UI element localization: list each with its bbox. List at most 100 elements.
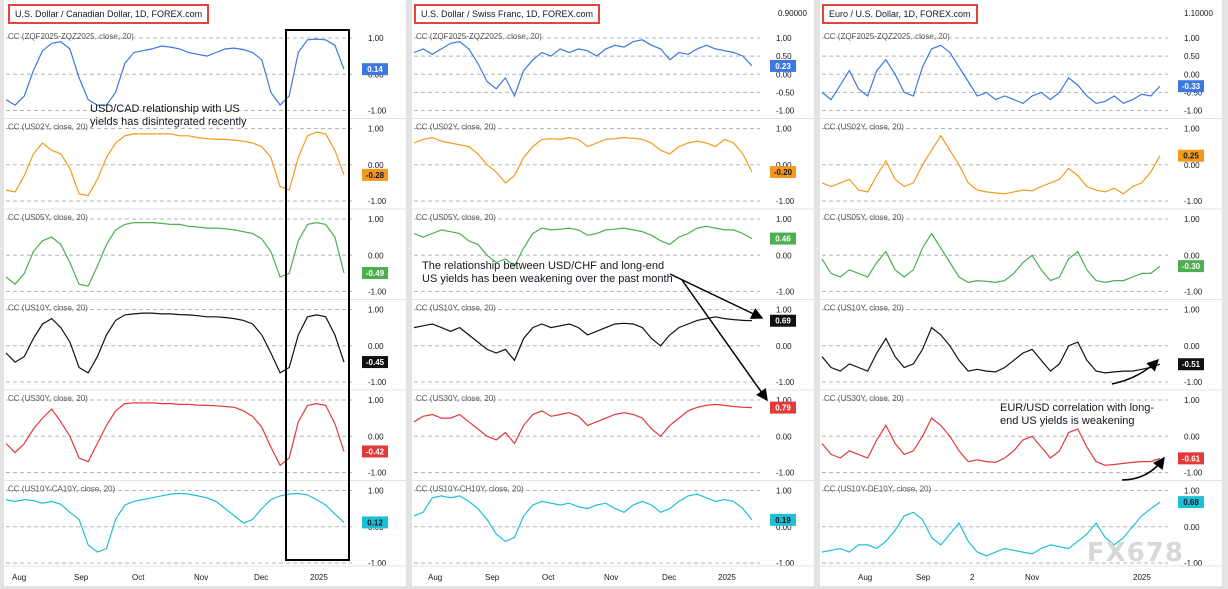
last-value-badge	[1178, 80, 1204, 93]
curved-arrow-us30y	[1121, 456, 1165, 481]
series-line	[821, 44, 1161, 104]
y-tick-label: 0.00	[776, 70, 792, 79]
y-tick-label: -1.00	[1184, 559, 1203, 568]
eurusd-annotation-line-2: end US yields is weakening	[1000, 415, 1135, 427]
y-tick-label: -1.00	[1184, 469, 1203, 478]
x-tick-label: Aug	[12, 573, 26, 582]
usdchf-top-price: 0.90000	[778, 9, 807, 18]
y-tick-label: 0.00	[1184, 251, 1200, 260]
series-line	[413, 136, 753, 184]
series-line	[821, 232, 1161, 284]
series-line	[821, 501, 1161, 557]
y-tick-label: 1.00	[368, 396, 384, 405]
last-value-label: -0.28	[366, 171, 385, 180]
eurusd-annotation-line-1: EUR/USD correlation with long-	[1000, 402, 1155, 414]
usdcad-annotation-line-1: USD/CAD relationship with US	[90, 103, 240, 115]
series-line	[5, 221, 345, 287]
y-tick-label: 0.00	[776, 432, 792, 441]
eurusd-subplot-0: 1.00 0.50 0.00 -0.50 -1.00 CC (ZQF2025-ZQZ202…	[821, 32, 1204, 116]
last-value-label: -0.33	[1182, 82, 1201, 91]
y-tick-label: -0.50	[776, 88, 795, 97]
last-value-label: -0.61	[1182, 454, 1201, 463]
usdchf-subplot-1: 1.00 0.00 -1.00 CC (US02Y, close, 20) -0.20	[412, 118, 814, 206]
y-tick-label: -1.00	[368, 378, 387, 387]
series-line	[5, 312, 345, 374]
last-value-badge	[362, 356, 388, 369]
y-tick-label: 0.00	[368, 432, 384, 441]
last-value-badge	[770, 166, 796, 178]
series-line	[821, 326, 1161, 374]
eurusd-subplot-3: 1.00 0.00 -1.00 CC (US10Y, close, 20) -0.51	[820, 299, 1222, 387]
eurusd-title[interactable]: Euro / U.S. Dollar, 1D, FOREX.com	[822, 4, 978, 24]
y-tick-label: -1.00	[368, 107, 387, 116]
y-tick-label: -1.00	[368, 469, 387, 478]
eurusd-subplot-2: 1.00 0.00 -1.00 CC (US05Y, close, 20) -0.30	[820, 208, 1222, 297]
indicator-name: CC (ZQF2025-ZQZ2025, close, 20)	[8, 32, 134, 41]
y-tick-label: -1.00	[1184, 378, 1203, 387]
usdcad-subplot-4: 1.00 0.00 -1.00 CC (US30Y, close, 20) -0.42	[4, 389, 406, 478]
last-value-label: 0.12	[367, 518, 383, 527]
last-value-label: 0.14	[367, 65, 383, 74]
y-tick-label: 1.00	[368, 34, 384, 43]
x-tick-label: Nov	[194, 573, 208, 582]
last-value-badge	[1178, 358, 1204, 371]
usdcad-subplot-2: 1.00 0.00 -1.00 CC (US05Y, close, 20) -0.49	[4, 208, 406, 297]
x-tick-label: Oct	[542, 573, 555, 582]
y-tick-label: 1.00	[776, 125, 792, 134]
indicator-name: CC (US10Y, close, 20)	[8, 304, 88, 313]
last-value-badge	[1178, 452, 1204, 465]
last-value-badge	[770, 232, 796, 245]
usdcad-chart: 1.00 0.00 -1.00 CC (ZQF2025-ZQZ2025, close,…	[4, 29, 406, 582]
last-value-label: 0.69	[775, 317, 791, 326]
curved-arrow-us10y	[1111, 358, 1160, 385]
last-value-label: -0.49	[366, 269, 385, 278]
last-value-label: 0.46	[775, 235, 791, 244]
x-tick-label: Sep	[74, 573, 89, 582]
x-tick-label: Dec	[254, 573, 268, 582]
y-tick-label: 0.00	[1184, 342, 1200, 351]
indicator-name: CC (US02Y, close, 20)	[8, 123, 88, 132]
last-value-label: 0.25	[1183, 152, 1199, 161]
y-tick-label: -1.00	[776, 559, 795, 568]
usdchf-title[interactable]: U.S. Dollar / Swiss Franc, 1D, FOREX.com	[414, 4, 601, 24]
usdchf-subplot-4: 1.00 0.00 -1.00 CC (US30Y, close, 20) 0.79	[412, 389, 814, 478]
usdcad-x-axis: Aug Sep Oct Nov Dec 2025	[4, 565, 406, 582]
y-tick-label: 1.00	[776, 306, 792, 315]
eurusd-subplot-1: 1.00 0.00 -1.00 CC (US02Y, close, 20) 0.25	[820, 118, 1222, 206]
x-tick-label: Nov	[1025, 573, 1039, 582]
y-tick-label: 1.00	[368, 487, 384, 496]
indicator-name: CC (US10Y, close, 20)	[416, 304, 496, 313]
x-tick-label: Aug	[428, 573, 442, 582]
usdchf-subplot-3: 1.00 0.00 -1.00 CC (US10Y, close, 20) 0.69	[412, 299, 814, 387]
series-line	[5, 402, 345, 467]
usdcad-annotation-line-2: yields has disintegrated recently	[90, 116, 247, 128]
series-line	[821, 134, 1161, 195]
y-tick-label: 1.00	[1184, 34, 1200, 43]
y-tick-label: -1.00	[368, 559, 387, 568]
indicator-name: CC (ZQF2025-ZQZ2025, close, 20)	[416, 32, 542, 41]
last-value-badge	[362, 63, 388, 76]
usdcad-title[interactable]: U.S. Dollar / Canadian Dollar, 1D, FOREX…	[8, 4, 210, 24]
x-tick-label: 2025	[1133, 573, 1151, 582]
last-value-badge	[362, 516, 388, 529]
y-tick-label: 1.00	[776, 34, 792, 43]
last-value-label: -0.42	[366, 447, 385, 456]
series-line	[413, 39, 753, 98]
y-tick-label: 1.00	[1184, 125, 1200, 134]
last-value-label: 0.19	[775, 516, 791, 525]
y-tick-label: 0.00	[368, 161, 384, 170]
series-line	[821, 417, 1161, 466]
y-tick-label: 0.00	[776, 251, 792, 260]
y-tick-label: 0.00	[368, 342, 384, 351]
series-line	[5, 38, 345, 107]
usdchf-annotation-line-1: The relationship between USD/CHF and lon…	[422, 260, 665, 272]
y-tick-label: 1.00	[776, 487, 792, 496]
indicator-name: CC (US10Y-CH10Y, close, 20)	[416, 485, 524, 494]
y-tick-label: 1.00	[1184, 396, 1200, 405]
last-value-label: -0.51	[1182, 360, 1201, 369]
indicator-name: CC (US30Y, close, 20)	[824, 394, 904, 403]
y-tick-label: -1.00	[1184, 197, 1203, 206]
eurusd-chart: 1.00 0.50 0.00 -0.50 -1.00 CC (ZQF2025-ZQZ202…	[820, 32, 1222, 582]
arrow-to-us30y	[681, 279, 768, 402]
